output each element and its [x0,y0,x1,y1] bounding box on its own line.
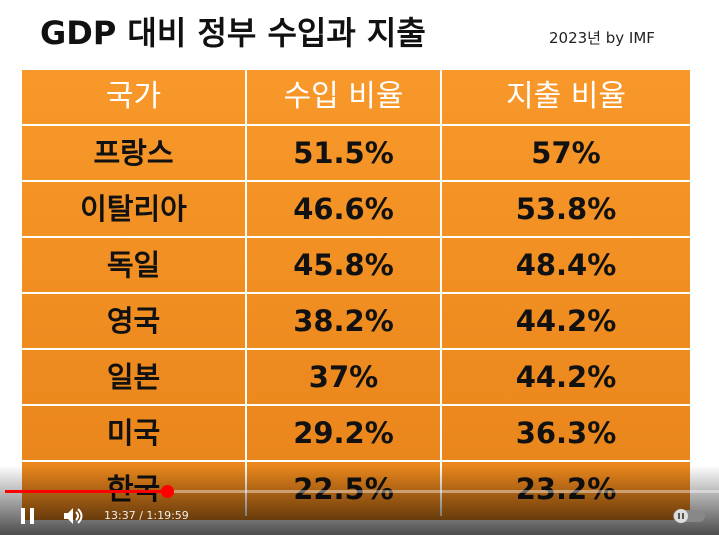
table-cell: 38.2% [245,294,440,348]
table-row: 프랑스 51.5% 57% [22,124,690,180]
table-cell: 53.8% [440,182,690,236]
progress-bar[interactable] [5,490,719,493]
table-cell: 37% [245,350,440,404]
table-cell: 프랑스 [93,136,174,170]
table-row: 독일 45.8% 48.4% [22,236,690,292]
scrubber[interactable] [161,485,174,498]
table-row: 이탈리아 46.6% 53.8% [22,180,690,236]
title: GDP 대비 정부 수입과 지출 [40,14,426,52]
progress-played [5,490,167,493]
table-cell: 일본 [106,360,161,394]
table-cell: 46.6% [245,182,440,236]
table-cell: 29.2% [245,406,440,460]
table-row: 일본 37% 44.2% [22,348,690,404]
table-cell: 45.8% [245,238,440,292]
table-cell: 독일 [106,248,161,282]
table-row: 미국 29.2% 36.3% [22,404,690,460]
column-header: 국가 [105,79,162,114]
column-header: 수입 비율 [245,70,440,124]
table-cell: 57% [440,126,690,180]
table-cell: 48.4% [440,238,690,292]
table-cell: 이탈리아 [80,192,187,226]
pause-button[interactable] [18,506,38,526]
table-cell: 36.3% [440,406,690,460]
table-cell: 미국 [106,416,161,450]
subtitle: 2023년 by IMF [549,29,655,47]
autoplay-toggle[interactable] [672,508,706,524]
column-header: 지출 비율 [440,70,690,124]
table-cell: 51.5% [245,126,440,180]
volume-button[interactable] [62,506,86,526]
table-row: 영국 38.2% 44.2% [22,292,690,348]
time-display: 13:37 / 1:19:59 [104,509,189,522]
table-cell: 영국 [106,304,161,338]
table-cell: 44.2% [440,350,690,404]
header-row: 국가 수입 비율 지출 비율 [22,70,690,126]
table-cell: 44.2% [440,294,690,348]
player-overlay [0,465,719,535]
